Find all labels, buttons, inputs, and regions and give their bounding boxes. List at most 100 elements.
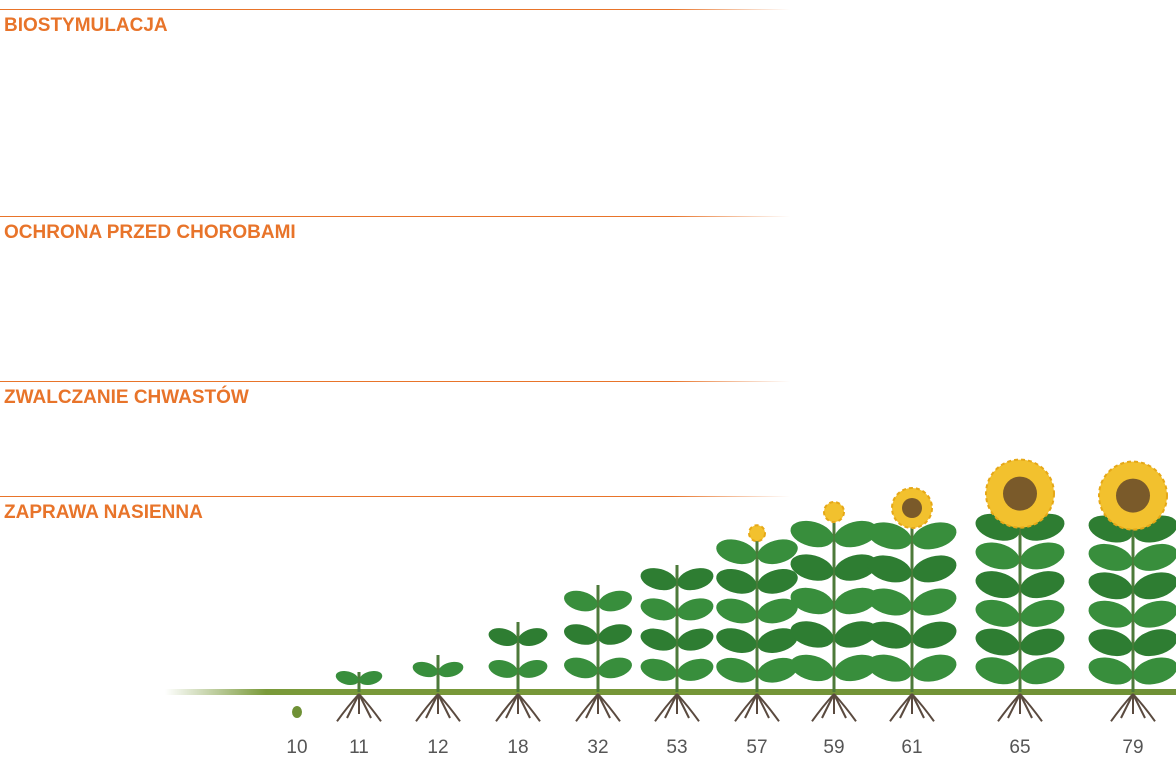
leaf: [975, 657, 1020, 685]
leaf: [488, 628, 518, 647]
plant: [488, 622, 548, 722]
section-title: OCHRONA PRZED CHOROBAMI: [4, 222, 296, 243]
root: [517, 693, 541, 722]
section-title: BIOSTYMULACJA: [4, 15, 168, 36]
leaf: [412, 661, 438, 678]
leaf: [867, 555, 912, 583]
leaf: [716, 657, 757, 683]
stage-label: 32: [587, 737, 608, 758]
leaf: [640, 598, 677, 621]
root: [833, 693, 857, 722]
root: [821, 693, 835, 719]
leaf: [1020, 628, 1065, 656]
section-line: [0, 9, 790, 10]
root: [437, 693, 461, 722]
root: [899, 693, 913, 719]
leaf: [912, 654, 957, 682]
leaf: [1020, 571, 1065, 599]
leaf: [790, 587, 834, 615]
leaf: [834, 621, 878, 648]
leaf: [1133, 543, 1176, 571]
root: [911, 693, 935, 722]
leaf: [598, 590, 632, 612]
root: [1019, 693, 1043, 722]
leaf: [1133, 600, 1176, 628]
root: [358, 693, 382, 722]
stage-label: 53: [666, 737, 687, 758]
root: [1007, 693, 1021, 719]
leaf: [438, 661, 464, 678]
petals: [748, 524, 766, 543]
leaf: [716, 598, 757, 624]
stage-label: 61: [901, 737, 922, 758]
petals: [823, 501, 845, 523]
root: [1120, 693, 1134, 719]
stage-label: 12: [427, 737, 448, 758]
leaf: [335, 670, 359, 686]
leaf: [640, 628, 677, 651]
seed: [292, 706, 302, 718]
root: [1132, 693, 1156, 722]
plant: [716, 524, 798, 722]
leaf: [975, 599, 1020, 627]
leaf: [790, 621, 834, 648]
leaf: [677, 628, 714, 651]
leaf: [790, 520, 834, 548]
plant: [867, 487, 957, 722]
stage-label: 65: [1009, 737, 1030, 758]
leaf: [1088, 543, 1133, 571]
leaf: [716, 569, 757, 594]
leaf: [598, 657, 632, 679]
leaf: [1020, 542, 1065, 570]
leaf: [518, 659, 548, 678]
leaf: [677, 598, 714, 621]
leaf: [790, 654, 834, 682]
leaf: [1088, 572, 1133, 600]
leaf: [640, 658, 677, 681]
leaf: [867, 522, 912, 550]
root: [585, 693, 599, 719]
plant: [1088, 460, 1176, 722]
leaf: [912, 588, 957, 616]
section-line: [0, 381, 790, 382]
leaf: [757, 598, 798, 624]
leaf: [834, 587, 878, 615]
leaf: [912, 522, 957, 550]
leaf: [834, 654, 878, 682]
leaf: [716, 539, 757, 565]
stage-label: 79: [1122, 737, 1143, 758]
root: [664, 693, 678, 719]
stage-label: 10: [286, 737, 307, 758]
leaf: [867, 654, 912, 682]
leaf: [867, 621, 912, 649]
leaf: [975, 542, 1020, 570]
root: [756, 693, 780, 722]
plants: [292, 458, 1176, 722]
root: [505, 693, 519, 719]
leaf: [640, 568, 677, 591]
stage-label: 18: [507, 737, 528, 758]
plant: [975, 458, 1065, 722]
leaf: [1088, 629, 1133, 657]
leaf: [598, 624, 632, 645]
flower-disc: [1003, 476, 1037, 511]
leaf: [488, 659, 518, 678]
plant: [335, 670, 383, 722]
leaf: [757, 628, 798, 653]
leaf: [677, 658, 714, 681]
stage-label: 57: [746, 737, 767, 758]
leaf: [912, 555, 957, 583]
section-line: [0, 216, 790, 217]
leaf: [1133, 629, 1176, 657]
leaf: [564, 624, 598, 645]
leaf: [1088, 600, 1133, 628]
section-title: ZAPRAWA NASIENNA: [4, 502, 203, 523]
leaf: [912, 621, 957, 649]
plant: [564, 585, 632, 722]
leaf: [1133, 572, 1176, 600]
plant: [640, 565, 714, 722]
leaf: [834, 520, 878, 548]
root: [676, 693, 700, 722]
stage-label: 59: [823, 737, 844, 758]
flower-disc: [902, 498, 922, 518]
